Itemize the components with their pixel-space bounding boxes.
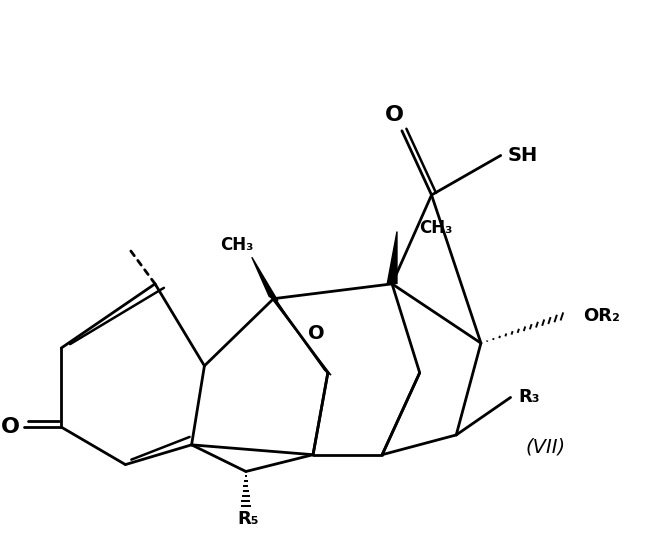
Polygon shape: [387, 232, 397, 284]
Text: R₅: R₅: [237, 510, 259, 528]
Polygon shape: [252, 257, 278, 301]
Text: O: O: [308, 324, 325, 343]
Text: (VII): (VII): [525, 437, 565, 456]
Polygon shape: [271, 296, 298, 333]
Polygon shape: [298, 333, 331, 375]
Text: O: O: [1, 417, 19, 437]
Text: R₃: R₃: [519, 388, 540, 407]
Text: OR₂: OR₂: [584, 308, 620, 325]
Text: CH₃: CH₃: [419, 219, 452, 236]
Text: SH: SH: [507, 146, 537, 165]
Text: CH₃: CH₃: [220, 236, 253, 254]
Text: O: O: [384, 105, 404, 125]
